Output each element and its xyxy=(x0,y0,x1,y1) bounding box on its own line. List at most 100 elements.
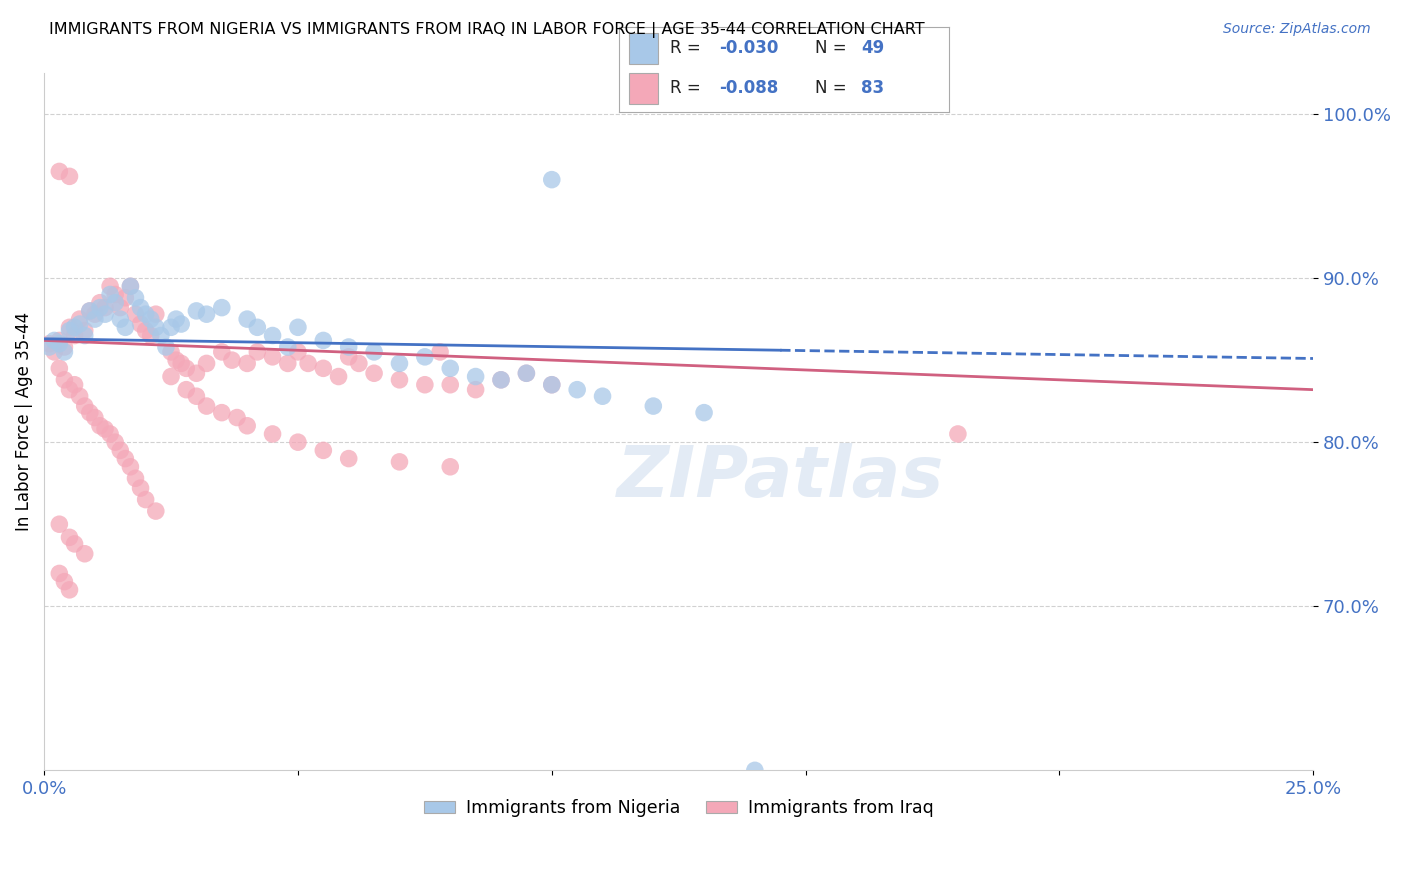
FancyBboxPatch shape xyxy=(628,33,658,64)
Y-axis label: In Labor Force | Age 35-44: In Labor Force | Age 35-44 xyxy=(15,312,32,532)
Point xyxy=(83,307,105,321)
Point xyxy=(388,373,411,387)
Point xyxy=(337,340,360,354)
Point xyxy=(139,312,162,326)
Point xyxy=(160,369,183,384)
Point xyxy=(236,418,259,433)
Text: IMMIGRANTS FROM NIGERIA VS IMMIGRANTS FROM IRAQ IN LABOR FORCE | AGE 35-44 CORRE: IMMIGRANTS FROM NIGERIA VS IMMIGRANTS FR… xyxy=(49,22,925,38)
Point xyxy=(98,279,121,293)
Point xyxy=(53,574,76,589)
Point xyxy=(69,389,91,403)
Point xyxy=(221,353,243,368)
Point xyxy=(48,164,70,178)
Point xyxy=(129,301,152,315)
Point xyxy=(145,320,167,334)
Point xyxy=(104,435,127,450)
Point xyxy=(464,383,486,397)
Point xyxy=(48,517,70,532)
Point xyxy=(337,350,360,364)
Point xyxy=(58,383,80,397)
Point xyxy=(236,312,259,326)
Point xyxy=(540,377,562,392)
Point xyxy=(58,324,80,338)
Point xyxy=(114,291,136,305)
Point xyxy=(145,307,167,321)
Point xyxy=(38,336,60,351)
Point xyxy=(643,399,665,413)
Point xyxy=(110,301,132,315)
Point xyxy=(98,287,121,301)
Point xyxy=(73,324,96,338)
Point xyxy=(388,455,411,469)
Text: ZIPatlas: ZIPatlas xyxy=(617,443,943,512)
Point xyxy=(124,307,146,321)
Point xyxy=(79,304,101,318)
Text: 83: 83 xyxy=(862,79,884,97)
Point xyxy=(160,320,183,334)
Point xyxy=(69,317,91,331)
Point xyxy=(79,304,101,318)
Point xyxy=(186,389,208,403)
Text: Source: ZipAtlas.com: Source: ZipAtlas.com xyxy=(1223,22,1371,37)
Point xyxy=(211,301,233,315)
Point xyxy=(124,471,146,485)
Point xyxy=(89,301,111,315)
Point xyxy=(48,361,70,376)
Point xyxy=(312,443,335,458)
Point xyxy=(186,304,208,318)
Point xyxy=(170,317,193,331)
Point xyxy=(439,361,461,376)
Point xyxy=(287,435,309,450)
Point xyxy=(388,356,411,370)
Point xyxy=(53,373,76,387)
Point xyxy=(262,328,284,343)
Point xyxy=(540,172,562,186)
Point xyxy=(120,279,142,293)
Point xyxy=(63,377,86,392)
Point xyxy=(489,373,512,387)
Point xyxy=(38,340,60,354)
Point xyxy=(149,328,172,343)
Point xyxy=(165,353,187,368)
Point xyxy=(946,427,969,442)
Point xyxy=(439,377,461,392)
Point xyxy=(363,366,385,380)
Text: N =: N = xyxy=(815,39,852,57)
Point xyxy=(58,169,80,184)
Point xyxy=(262,427,284,442)
Point xyxy=(744,764,766,778)
Legend: Immigrants from Nigeria, Immigrants from Iraq: Immigrants from Nigeria, Immigrants from… xyxy=(418,792,941,824)
Point xyxy=(429,345,451,359)
Point xyxy=(287,345,309,359)
Point xyxy=(464,369,486,384)
Point xyxy=(120,279,142,293)
Point xyxy=(174,383,197,397)
Point xyxy=(129,317,152,331)
Point xyxy=(139,328,162,343)
Text: N =: N = xyxy=(815,79,852,97)
Point xyxy=(165,312,187,326)
Point xyxy=(79,406,101,420)
Point xyxy=(53,340,76,354)
Point xyxy=(98,427,121,442)
Point xyxy=(312,334,335,348)
Point xyxy=(262,350,284,364)
Point xyxy=(124,291,146,305)
Point xyxy=(515,366,537,380)
Point xyxy=(48,566,70,581)
Point xyxy=(211,345,233,359)
Point xyxy=(277,356,299,370)
Point xyxy=(489,373,512,387)
Point xyxy=(174,361,197,376)
Point xyxy=(114,320,136,334)
Point xyxy=(211,406,233,420)
Point xyxy=(155,340,177,354)
Point xyxy=(565,383,588,397)
Point xyxy=(89,418,111,433)
Point xyxy=(58,530,80,544)
Point xyxy=(287,320,309,334)
Point xyxy=(693,406,716,420)
Point xyxy=(195,356,218,370)
Point xyxy=(145,504,167,518)
Point xyxy=(44,334,66,348)
